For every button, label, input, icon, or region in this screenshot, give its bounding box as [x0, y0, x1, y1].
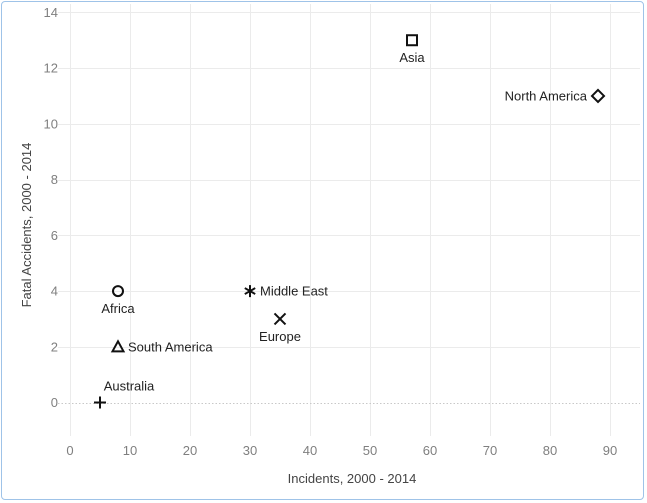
point-labels: Asia North America Africa Middle East Europe…	[101, 50, 587, 393]
point-label: Africa	[101, 301, 135, 316]
x-tick-label: 60	[423, 443, 437, 458]
x-tick-label: 20	[183, 443, 197, 458]
y-tick-label: 10	[44, 116, 58, 131]
point-label: Middle East	[260, 284, 328, 299]
grid	[58, 4, 640, 436]
point-marker-triangle	[110, 339, 126, 353]
x-tick-label: 50	[363, 443, 377, 458]
x-tick-label: 40	[303, 443, 317, 458]
y-axis-title: Fatal Accidents, 2000 - 2014	[19, 143, 34, 308]
asterisk-marker	[244, 285, 256, 298]
point-marker-plus	[94, 396, 106, 409]
x-marker	[273, 312, 287, 326]
point-marker-x	[273, 312, 287, 326]
point-label: North America	[505, 88, 588, 103]
data-points	[94, 34, 606, 409]
x-axis-ticks: 0 10 20 30 40 50 60 70 80 90	[66, 443, 617, 458]
x-tick-label: 70	[483, 443, 497, 458]
point-marker-circle	[112, 285, 124, 298]
plus-marker	[94, 396, 106, 409]
point-label: Europe	[259, 329, 301, 344]
y-tick-label: 6	[51, 228, 58, 243]
x-axis-title: Incidents, 2000 - 2014	[288, 471, 417, 486]
diamond-marker	[590, 88, 606, 104]
y-tick-label: 8	[51, 172, 58, 187]
point-label: Asia	[399, 50, 425, 65]
point-marker-asterisk	[244, 285, 256, 298]
y-tick-label: 12	[44, 61, 58, 76]
point-marker-square	[406, 34, 418, 47]
x-tick-label: 0	[66, 443, 73, 458]
circle-marker	[112, 285, 124, 298]
y-axis-ticks: 0 2 4 6 8 10 12 14	[44, 5, 58, 410]
y-tick-label: 4	[51, 284, 58, 299]
x-tick-label: 80	[543, 443, 557, 458]
x-tick-label: 10	[123, 443, 137, 458]
x-tick-label: 90	[603, 443, 617, 458]
y-tick-label: 14	[44, 5, 58, 20]
point-label: Australia	[104, 379, 155, 394]
point-label: South America	[128, 339, 213, 354]
square-marker	[406, 34, 418, 47]
y-tick-label: 0	[51, 395, 58, 410]
x-tick-label: 30	[243, 443, 257, 458]
triangle-marker	[110, 339, 126, 353]
point-marker-diamond	[590, 88, 606, 104]
y-tick-label: 2	[51, 339, 58, 354]
